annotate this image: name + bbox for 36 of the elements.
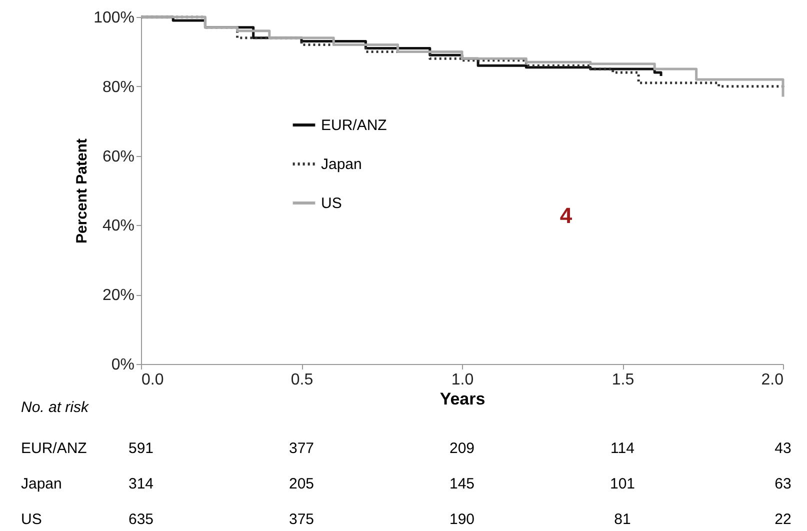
text: 22: [774, 511, 792, 528]
y-tick-label: 20%: [102, 287, 134, 304]
text: 205: [288, 476, 314, 492]
x-tick-label: 0.5: [290, 372, 314, 388]
text: 635: [128, 511, 154, 528]
x-tick-label: 1.0: [451, 372, 474, 388]
text: 591: [128, 440, 154, 457]
y-axis-title: Percent Patent: [74, 138, 91, 244]
legend-label: EUR/ANZ: [321, 117, 387, 134]
text: Japan: [21, 476, 62, 492]
text: 81: [614, 511, 631, 528]
text: 375: [288, 511, 314, 528]
text: 314: [128, 476, 154, 492]
y-tick-label: 60%: [102, 148, 134, 166]
x-axis-title: Years: [440, 390, 486, 408]
text: 114: [610, 440, 634, 457]
text: No. at risk: [21, 399, 90, 416]
y-tick-label: 0%: [111, 356, 134, 374]
text: 63: [774, 476, 792, 492]
text: EUR/ANZ: [21, 440, 87, 457]
x-tick-label: 1.5: [612, 372, 634, 388]
text: 190: [449, 511, 475, 528]
y-tick-label: 40%: [102, 218, 134, 235]
text: US: [21, 511, 42, 528]
legend-label: US: [321, 195, 342, 212]
annotation: 4: [560, 203, 573, 228]
x-tick-label: 2.0: [761, 372, 784, 388]
text: 145: [449, 476, 475, 492]
text: 377: [288, 440, 314, 457]
text: 43: [774, 440, 792, 457]
x-tick-label: 0.0: [142, 372, 164, 388]
y-tick-label: 100%: [94, 10, 134, 26]
text: 209: [449, 440, 475, 457]
y-tick-label: 80%: [102, 78, 134, 96]
legend-label: Japan: [321, 156, 362, 173]
text: 101: [610, 476, 636, 492]
